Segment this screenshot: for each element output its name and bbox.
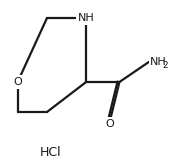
Text: O: O (13, 77, 22, 87)
Text: O: O (105, 119, 114, 129)
Text: NH: NH (150, 57, 167, 67)
Text: HCl: HCl (40, 145, 62, 158)
Text: NH: NH (78, 13, 95, 23)
Text: 2: 2 (163, 60, 168, 70)
